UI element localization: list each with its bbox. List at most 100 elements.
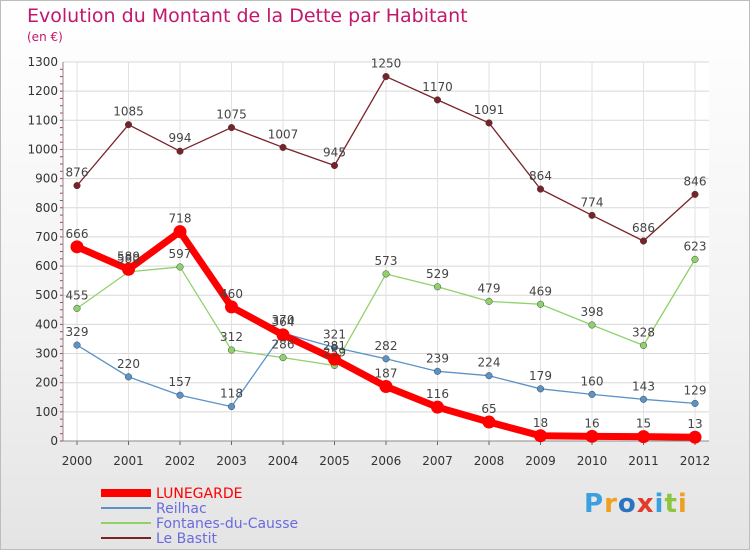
data-point [124, 373, 133, 381]
data-point [73, 182, 81, 190]
y-tick-label: 800 [35, 201, 58, 215]
data-label: 370 [272, 313, 295, 327]
data-point [588, 211, 596, 219]
data-label: 718 [169, 212, 192, 226]
legend-label: LUNEGARDE [156, 486, 242, 502]
data-point [485, 372, 493, 380]
data-point [588, 321, 596, 329]
y-tick-label: 1300 [27, 55, 58, 69]
data-label: 469 [529, 284, 552, 298]
data-point [691, 399, 699, 407]
x-tick-label: 2008 [474, 454, 505, 468]
data-label: 259 [323, 345, 346, 359]
x-tick-label: 2004 [268, 454, 299, 468]
data-label: 282 [375, 339, 398, 353]
x-tick-label: 2009 [525, 454, 556, 468]
logo-letter: P [584, 489, 605, 519]
data-point [225, 300, 238, 314]
data-point [227, 403, 236, 411]
data-point [227, 346, 236, 354]
legend-label: Reilhac [156, 501, 207, 517]
data-point [688, 430, 702, 444]
data-label: 286 [272, 338, 295, 352]
logo-letter: t [664, 489, 678, 519]
data-label: 224 [478, 356, 501, 370]
data-point [534, 429, 547, 443]
data-point [328, 352, 341, 366]
data-point [382, 270, 390, 278]
data-label: 580 [117, 252, 140, 266]
data-point [536, 185, 545, 193]
y-tick-label: 600 [35, 259, 58, 273]
data-label: 160 [581, 374, 604, 388]
data-label: 281 [323, 339, 346, 353]
data-point [433, 283, 442, 291]
data-label: 774 [581, 195, 604, 209]
data-point [73, 304, 81, 312]
data-label: 13 [687, 417, 702, 431]
data-label: 15 [636, 417, 651, 431]
data-point [379, 379, 393, 393]
data-label: 118 [220, 387, 243, 401]
y-tick-label: 1100 [27, 113, 58, 127]
data-label: 460 [220, 287, 243, 301]
data-point [588, 390, 596, 398]
logo-letter: x [636, 489, 655, 519]
data-label: 945 [323, 145, 346, 159]
y-tick-label: 1200 [27, 84, 58, 98]
data-point [382, 73, 390, 81]
data-label: 1250 [371, 57, 402, 71]
data-label: 864 [529, 169, 552, 183]
data-label: 589 [117, 249, 140, 263]
chart-title: Evolution du Montant de la Dette par Hab… [27, 5, 468, 27]
data-label: 686 [632, 221, 655, 235]
data-point [691, 255, 699, 263]
data-label: 876 [66, 166, 89, 180]
data-label: 179 [529, 369, 552, 383]
data-point [485, 297, 493, 305]
data-point [330, 161, 339, 170]
y-tick-label: 900 [35, 172, 58, 186]
data-point [330, 343, 339, 351]
data-point [176, 147, 184, 155]
y-tick-label: 400 [35, 317, 58, 331]
data-label: 143 [632, 379, 655, 393]
data-point [382, 355, 390, 363]
x-tick-label: 2000 [62, 454, 93, 468]
y-tick-label: 700 [35, 230, 58, 244]
data-label: 1075 [216, 108, 247, 122]
data-label: 455 [66, 288, 89, 302]
data-point [431, 400, 444, 414]
x-tick-label: 2005 [319, 454, 350, 468]
x-tick-label: 2002 [165, 454, 196, 468]
data-label: 321 [323, 327, 346, 341]
data-point [433, 96, 442, 104]
data-point [276, 328, 290, 342]
data-point [691, 190, 699, 198]
data-label: 220 [117, 357, 140, 371]
data-label: 666 [66, 227, 89, 241]
x-tick-label: 2003 [216, 454, 247, 468]
x-tick-label: 2006 [371, 454, 402, 468]
data-point [536, 300, 545, 308]
data-point [639, 395, 648, 403]
legend-label: Fontanes-du-Causse [156, 516, 298, 532]
data-label: 846 [684, 174, 707, 188]
data-point [70, 240, 84, 254]
data-label: 597 [169, 247, 192, 261]
data-point [227, 124, 236, 132]
data-label: 1007 [268, 127, 299, 141]
data-point [637, 430, 650, 444]
logo-letter: i [654, 489, 665, 519]
data-label: 187 [375, 366, 398, 380]
data-point [485, 119, 493, 127]
data-label: 573 [375, 254, 398, 268]
data-point [124, 121, 133, 129]
data-point [173, 225, 187, 239]
data-point [536, 385, 545, 393]
y-tick-label: 100 [35, 405, 58, 419]
x-tick-label: 2011 [628, 454, 659, 468]
data-point [279, 143, 287, 151]
